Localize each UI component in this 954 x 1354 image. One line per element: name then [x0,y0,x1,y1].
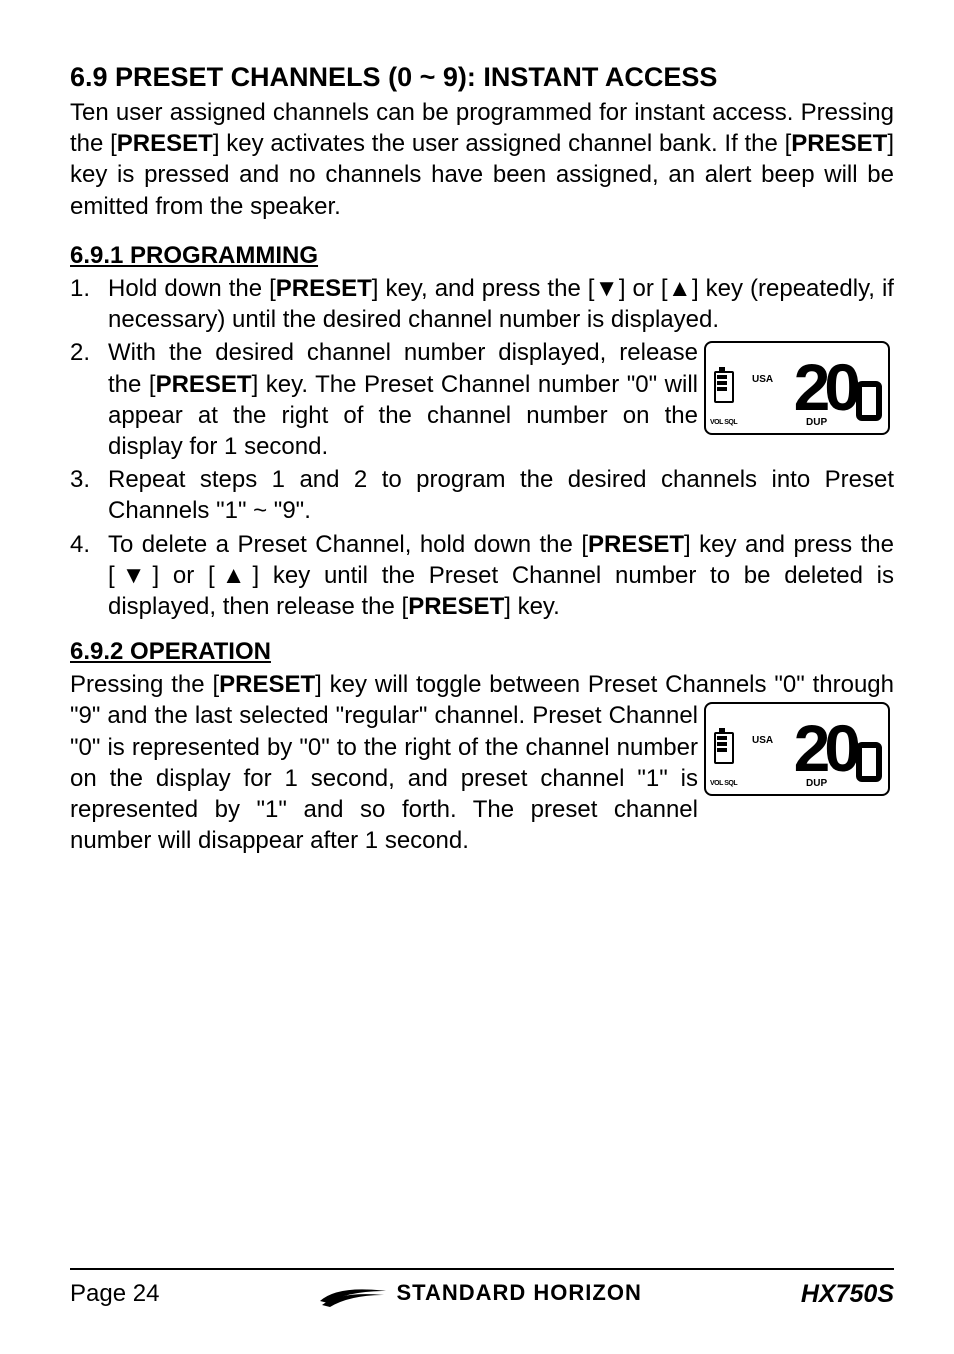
preset-key: PRESET [219,671,315,698]
usa-label: USA [752,373,773,386]
programming-list: 1. Hold down the [PRESET] key, and press… [70,273,894,622]
t: Pressing the [ [70,671,219,698]
preset-digit [856,742,882,782]
down-icon: ▼ [594,275,618,302]
t: ] or [ [153,562,215,589]
footer-divider [70,1268,894,1270]
t: ] key, and press the [ [372,275,595,302]
brand-swoosh-icon [318,1281,388,1307]
subheading-operation: 6.9.2 OPERATION [70,636,894,667]
page-content: 6.9 PRESET CHANNELS (0 ~ 9): INSTANT ACC… [70,60,894,856]
down-icon: ▼ [115,562,153,589]
title-paren-close: ) [458,62,467,92]
list-item: 4. To delete a Preset Channel, hold down… [70,529,894,623]
title-prefix: 6.9 PRESET CHANNELS [70,62,381,92]
list-item: 3. Repeat steps 1 and 2 to program the d… [70,464,894,526]
item-number: 3. [70,464,108,526]
usa-label: USA [752,734,773,747]
item-number: 2. [70,337,108,462]
channel-digits: 20 [794,710,882,786]
volsql-label: VOL SQL [710,418,737,427]
preset-key: PRESET [408,593,504,620]
battery-icon [712,367,734,403]
channel-digits: 20 [794,349,882,425]
battery-icon [712,728,734,764]
title-paren-open: ( [388,62,397,92]
lcd-display: VOL SQL USA DUP 20 [704,341,894,441]
item-number: 1. [70,273,108,335]
section-title: 6.9 PRESET CHANNELS (0 ~ 9): INSTANT ACC… [70,60,894,95]
list-item: 2. VOL SQL USA DUP 20 [70,337,894,462]
op-line1: Pressing the [PRESET] key will toggle be… [70,669,894,700]
t: ] key will toggle between Preset Channel… [315,671,894,698]
big-digits: 20 [794,715,855,781]
item-number: 4. [70,529,108,623]
t: To delete a Preset Channel, hold down th… [108,531,588,558]
t: ] or [ [619,275,668,302]
page-footer: Page 24 STANDARD HORIZON HX750S [70,1268,894,1311]
brand-text: STANDARD HORIZON [396,1279,641,1308]
up-icon: ▲ [668,275,692,302]
t: ] key. [504,593,560,620]
preset-key: PRESET [156,371,252,398]
preset-digit [856,381,882,421]
volsql-label: VOL SQL [710,779,737,788]
t: Repeat steps 1 and 2 to program the desi… [108,464,894,526]
big-digits: 20 [794,354,855,420]
subheading-programming: 6.9.1 PROGRAMMING [70,240,894,271]
up-icon: ▲ [215,562,253,589]
intro-text-c: ] key activates the user assigned channe… [213,130,791,157]
preset-key: PRESET [588,531,684,558]
list-item: 1. Hold down the [PRESET] key, and press… [70,273,894,335]
preset-key: PRESET [276,275,372,302]
intro-preset-2: PRESET [791,130,887,157]
model-number: HX750S [801,1278,894,1311]
t: Hold down the [ [108,275,276,302]
intro-paragraph: Ten user assigned channels can be progra… [70,97,894,222]
operation-paragraph: Pressing the [PRESET] key will toggle be… [70,669,894,856]
brand: STANDARD HORIZON [318,1279,641,1308]
title-range: 0 ~ 9 [397,62,458,92]
lcd-display: VOL SQL USA DUP 20 [704,702,894,802]
title-suffix: : INSTANT ACCESS [467,62,718,92]
page-number: Page 24 [70,1278,159,1309]
intro-preset-1: PRESET [117,130,213,157]
